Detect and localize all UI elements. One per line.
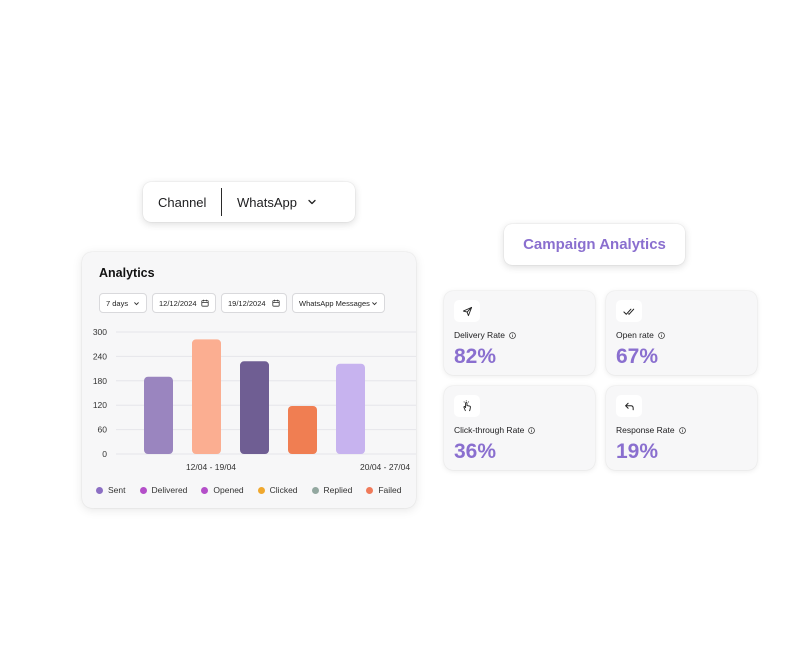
metric-card-click-through-rate: Click-through Rate 36% (444, 386, 595, 470)
legend-label: Delivered (151, 485, 188, 495)
chevron-down-icon (371, 300, 378, 307)
start-date-value: 12/12/2024 (159, 298, 197, 308)
info-icon[interactable] (509, 331, 516, 339)
start-date-input[interactable]: 12/12/2024 (152, 293, 216, 313)
channel-value: WhatsApp (237, 194, 297, 210)
chart-bar[interactable] (336, 363, 365, 454)
x-tick-label: 20/04 - 27/04 (360, 462, 410, 472)
y-tick-label: 60 (98, 425, 108, 435)
chart-bar[interactable] (240, 361, 269, 454)
metric-card-open-rate: Open rate 67% (606, 291, 757, 375)
legend-swatch (257, 486, 265, 494)
y-axis-ticks: 0 60 120 180 240 300 (93, 327, 107, 459)
legend-swatch (311, 486, 319, 494)
range-value: 7 days (106, 298, 129, 308)
channel-divider (221, 188, 222, 216)
analytics-card: Analytics 7 days 12/12/2024 19/12/2024 W… (82, 252, 416, 508)
legend-swatch (96, 486, 103, 494)
legend-item[interactable]: Clicked (257, 485, 298, 495)
legend-item[interactable]: Replied (311, 485, 353, 495)
x-tick-label: 12/04 - 19/04 (186, 462, 236, 472)
chart-bar[interactable] (288, 406, 317, 454)
legend-swatch (201, 486, 209, 494)
legend-label: Failed (378, 485, 402, 495)
metric-value: 82% (454, 345, 497, 368)
bar-chart: 0 60 120 180 240 300 12/04 - 19/04 20/04 - 27/… (93, 327, 416, 472)
x-axis-ticks: 12/04 - 19/04 20/04 - 27/04 (186, 462, 410, 472)
legend-swatch (366, 486, 374, 494)
y-tick-label: 0 (102, 449, 107, 459)
channel-label: Channel (158, 194, 207, 210)
info-icon[interactable] (678, 426, 686, 434)
chart-bar[interactable] (144, 376, 173, 454)
chart-bars (144, 339, 365, 454)
legend-label: Opened (213, 485, 244, 495)
chevron-down-icon (133, 300, 140, 307)
y-tick-label: 300 (93, 327, 107, 337)
end-date-input[interactable]: 19/12/2024 (221, 293, 287, 313)
range-dropdown[interactable]: 7 days (99, 293, 147, 313)
chevron-down-icon[interactable] (307, 197, 317, 207)
y-tick-label: 240 (93, 351, 107, 361)
end-date-value: 19/12/2024 (228, 298, 266, 308)
double-check-icon (616, 300, 642, 322)
metric-label: Response Rate (616, 425, 675, 435)
legend-swatch (139, 486, 147, 494)
channel-selector[interactable]: Channel WhatsApp (143, 182, 355, 222)
chart-bar[interactable] (192, 339, 221, 454)
reply-arrow-icon (616, 395, 642, 417)
legend-label: Clicked (269, 485, 298, 495)
legend-item[interactable]: Failed (366, 485, 402, 495)
info-icon[interactable] (528, 426, 536, 434)
metric-value: 36% (454, 440, 497, 463)
calendar-icon (272, 299, 280, 307)
click-hand-icon (454, 395, 480, 417)
metric-label: Click-through Rate (454, 425, 525, 435)
calendar-icon (201, 299, 209, 307)
message-type-dropdown[interactable]: WhatsApp Messages (292, 293, 385, 313)
metric-value: 19% (616, 440, 659, 463)
y-tick-label: 120 (93, 400, 107, 410)
metric-label: Open rate (616, 330, 654, 340)
message-type-value: WhatsApp Messages (299, 298, 370, 308)
metric-card-delivery-rate: Delivery Rate 82% (444, 291, 595, 375)
y-tick-label: 180 (93, 376, 107, 386)
chart-legend: Sent Delivered Opened Clicked Replied Failed (96, 485, 416, 495)
info-icon[interactable] (658, 331, 665, 339)
metric-card-response-rate: Response Rate 19% (606, 386, 757, 470)
metric-label: Delivery Rate (454, 330, 506, 340)
campaign-analytics-title: Campaign Analytics (504, 224, 685, 265)
legend-item[interactable]: Delivered (139, 485, 188, 495)
analytics-title: Analytics (99, 266, 155, 280)
legend-label: Replied (323, 485, 353, 495)
legend-item[interactable]: Opened (201, 485, 244, 495)
metric-value: 67% (616, 345, 659, 368)
send-icon (454, 300, 480, 322)
legend-item[interactable]: Sent (96, 485, 126, 495)
legend-label: Sent (108, 485, 126, 495)
